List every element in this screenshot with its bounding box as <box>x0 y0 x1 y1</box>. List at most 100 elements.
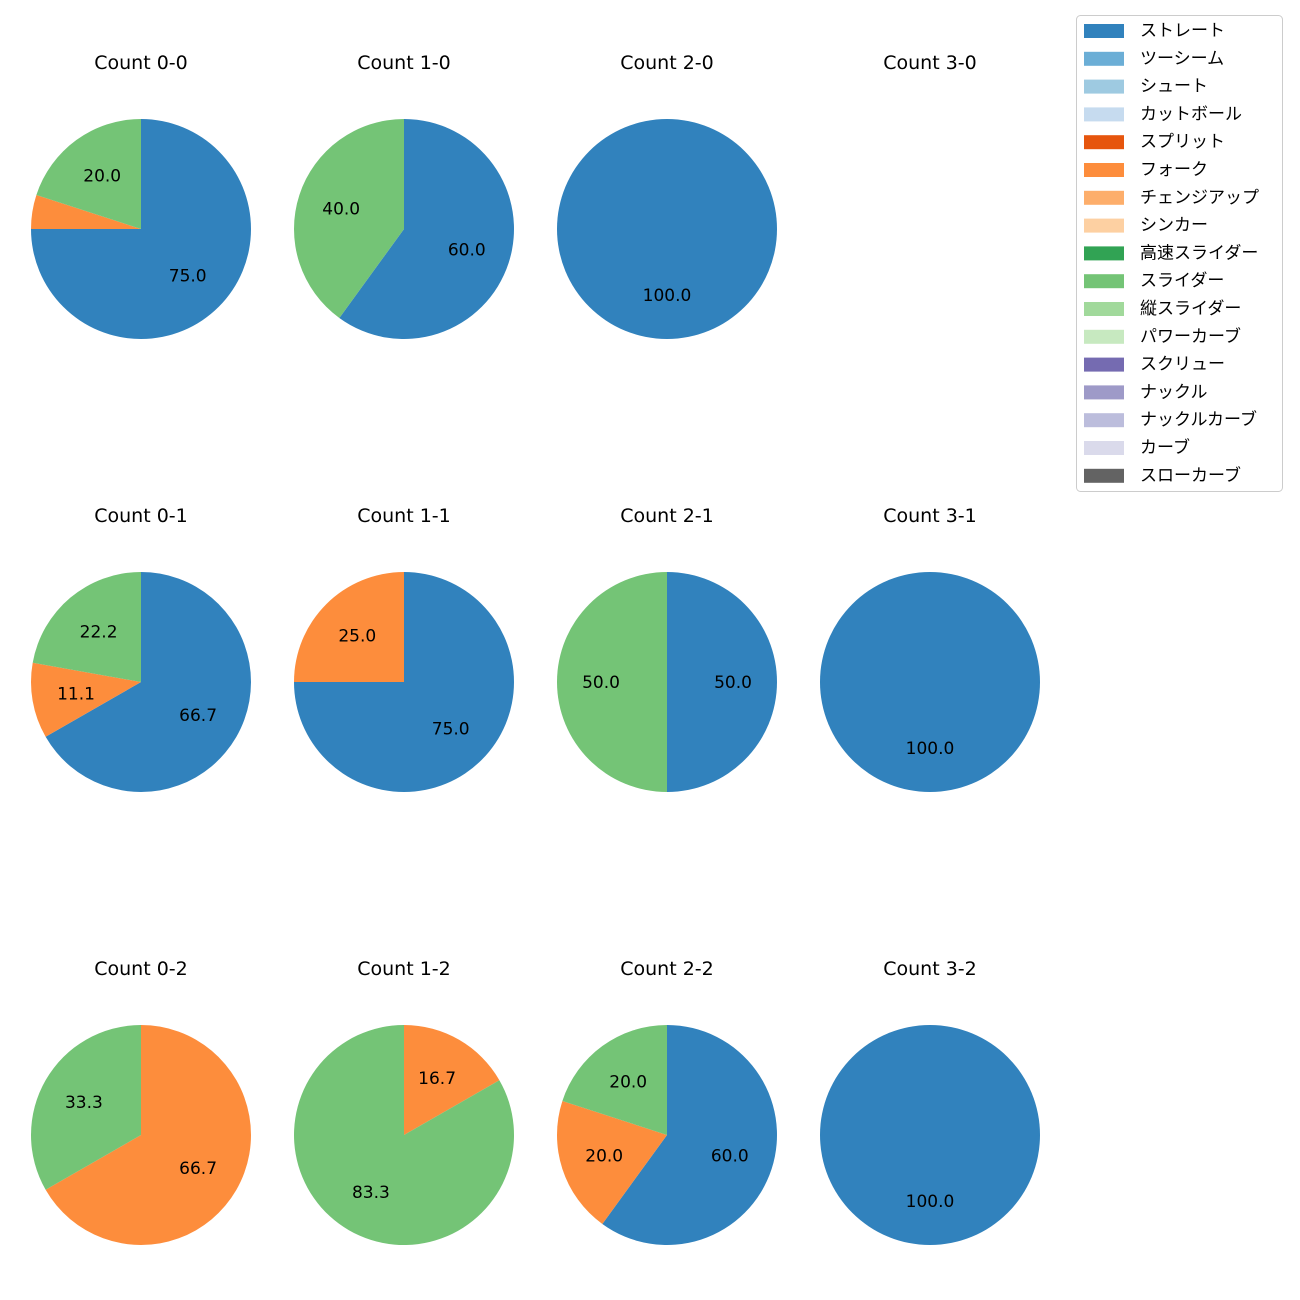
pie-slice <box>820 572 1040 792</box>
pie-title: Count 3-0 <box>883 52 977 74</box>
legend-label: スクリュー <box>1140 355 1225 375</box>
pie-title: Count 2-1 <box>620 505 714 527</box>
pie-count-3-1: Count 3-1 100.0 <box>820 505 1040 792</box>
pie-slice-label: 50.0 <box>714 673 752 693</box>
legend-swatch <box>1084 302 1124 316</box>
pie-count-0-2: Count 0-2 66.7 33.3 <box>30 958 251 1245</box>
pie-title: Count 3-2 <box>883 958 977 980</box>
legend-swatch <box>1084 329 1124 344</box>
pie-slice <box>32 572 142 682</box>
pie-slice <box>557 119 777 339</box>
pie-slice <box>404 1025 500 1135</box>
pie-slice-label: 100.0 <box>906 739 955 759</box>
pie-slice <box>667 572 777 792</box>
pie-count-3-0: Count 3-0 <box>883 52 977 74</box>
legend-swatch <box>1084 135 1124 150</box>
pie-title: Count 1-1 <box>357 505 451 527</box>
legend-swatch <box>1084 468 1124 483</box>
pie-slice-label: 83.3 <box>352 1183 390 1203</box>
pie-count-2-1: Count 2-1 50.0 50.0 <box>557 505 777 792</box>
pie-title: Count 2-2 <box>620 958 714 980</box>
legend-label: シュート <box>1140 77 1208 97</box>
legend-frame <box>1076 15 1283 492</box>
legend-label: ナックルカーブ <box>1140 409 1257 430</box>
pie-slice-label: 40.0 <box>322 200 360 220</box>
pie-title: Count 2-0 <box>620 52 714 74</box>
legend-swatch <box>1084 107 1124 122</box>
pie-slice <box>294 572 404 682</box>
legend-swatch <box>1084 385 1124 400</box>
pie-title: Count 1-0 <box>357 52 451 74</box>
pie-slice-label: 22.2 <box>80 622 118 642</box>
pie-slice <box>293 119 404 318</box>
pie-slice <box>31 662 142 737</box>
pie-slice <box>557 572 667 792</box>
legend-swatch <box>1084 274 1124 289</box>
pie-slice-label: 75.0 <box>169 267 207 287</box>
legend-label: パワーカーブ <box>1140 326 1241 347</box>
legend-label: ツーシーム <box>1140 49 1224 69</box>
pie-slice-label: 11.1 <box>57 684 95 704</box>
pie-slice-label: 20.0 <box>83 167 121 187</box>
pie-slice-label: 100.0 <box>643 286 692 306</box>
pie-slice <box>30 1025 142 1190</box>
legend-label: スローカーブ <box>1140 465 1241 486</box>
pie-title: Count 0-2 <box>94 958 188 980</box>
legend: ストレートツーシームシュートカットボールスプリットフォークチェンジアップシンカー… <box>1076 15 1283 492</box>
pie-slice <box>820 1025 1040 1245</box>
pie-slice <box>562 1025 667 1135</box>
pie-slice-label: 60.0 <box>711 1146 749 1166</box>
pie-slice <box>556 1101 667 1224</box>
legend-label: 高速スライダー <box>1140 243 1258 263</box>
pie-slice-label: 66.7 <box>179 1159 217 1179</box>
pie-slice <box>45 1025 251 1245</box>
legend-swatch <box>1084 218 1124 233</box>
pie-slice-label: 100.0 <box>906 1192 955 1212</box>
legend-swatch <box>1084 79 1124 94</box>
pie-slice <box>31 195 141 229</box>
pie-slice-label: 66.7 <box>179 706 217 726</box>
legend-label: カーブ <box>1140 437 1190 458</box>
pie-slice-label: 16.7 <box>418 1069 456 1089</box>
legend-label: 縦スライダー <box>1140 299 1241 319</box>
pie-slice-label: 20.0 <box>585 1146 623 1166</box>
pie-slice <box>45 572 251 792</box>
pie-slice-label: 20.0 <box>609 1073 647 1093</box>
legend-swatch <box>1084 24 1124 38</box>
legend-swatch <box>1084 51 1124 66</box>
pie-count-1-0: Count 1-0 60.0 40.0 <box>293 52 514 339</box>
pie-count-0-0: Count 0-0 75.0 20.0 <box>31 52 251 339</box>
legend-label: スライダー <box>1140 271 1224 291</box>
pie-count-2-2: Count 2-2 60.0 20.0 20.0 <box>556 958 777 1245</box>
pie-slice-label: 50.0 <box>582 673 620 693</box>
pie-slice-label: 60.0 <box>448 240 486 260</box>
pie-count-2-0: Count 2-0 100.0 <box>557 52 777 339</box>
legend-swatch <box>1084 357 1124 372</box>
legend-swatch <box>1084 163 1124 177</box>
pie-slice <box>339 119 514 339</box>
legend-swatch <box>1084 413 1124 428</box>
legend-swatch <box>1084 190 1124 205</box>
pie-slice <box>36 119 141 229</box>
pie-count-0-1: Count 0-1 66.7 11.1 22.2 <box>31 505 251 792</box>
legend-label: カットボール <box>1140 104 1242 124</box>
pie-title: Count 1-2 <box>357 958 451 980</box>
legend-label: スプリット <box>1140 132 1225 152</box>
pie-slice-label: 25.0 <box>338 626 376 646</box>
legend-label: シンカー <box>1140 216 1208 236</box>
pie-slice <box>602 1025 777 1245</box>
pie-title: Count 0-1 <box>94 505 188 527</box>
legend-swatch <box>1084 246 1124 261</box>
legend-swatch <box>1084 441 1124 455</box>
pie-count-1-1: Count 1-1 75.0 25.0 <box>294 505 514 792</box>
pie-count-1-2: Count 1-2 16.7 83.3 <box>294 958 515 1245</box>
pie-slice <box>294 1025 515 1245</box>
legend-label: チェンジアップ <box>1140 188 1259 208</box>
pie-slice-label: 33.3 <box>65 1093 103 1113</box>
legend-label: ストレート <box>1140 21 1225 41</box>
legend-label: フォーク <box>1140 160 1208 180</box>
pie-slice-label: 75.0 <box>432 720 470 740</box>
pie-title: Count 0-0 <box>94 52 188 74</box>
pie-title: Count 3-1 <box>883 505 977 527</box>
